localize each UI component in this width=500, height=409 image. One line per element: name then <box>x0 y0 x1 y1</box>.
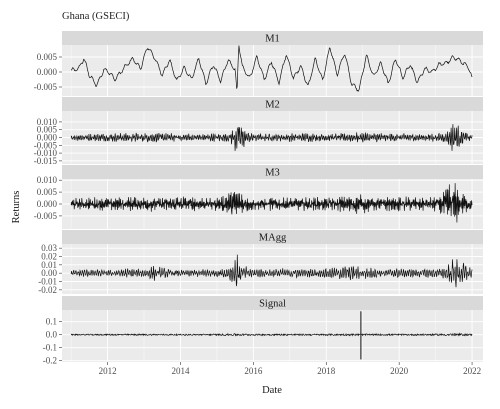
y-tick-label: 0.000 <box>37 133 58 143</box>
facet-strip <box>62 97 483 111</box>
panel-background <box>62 310 483 362</box>
y-tick-label: 0.005 <box>37 52 58 62</box>
y-tick-label: -0.005 <box>34 140 58 150</box>
y-tick-label: -0.02 <box>38 285 57 295</box>
facet-panel-signal: Signal -0.2 -0.1 0.0 0.1 <box>43 296 483 366</box>
y-tick-label: 0.005 <box>37 187 58 197</box>
facet-strip-label: M2 <box>265 100 280 111</box>
x-tick-label: 2012 <box>99 366 117 376</box>
x-tick-label: 2018 <box>317 366 336 376</box>
series-line-m3 <box>70 183 473 223</box>
y-tick-label: -0.005 <box>34 82 58 92</box>
series-line-magg <box>70 254 473 288</box>
facet-panel-m1: M1 -0.005 0.000 0.005 <box>34 31 483 96</box>
y-tick-label: 0.0 <box>46 330 58 340</box>
y-tick-label: 0.000 <box>37 199 58 209</box>
y-tick-label: 0.1 <box>46 317 57 327</box>
x-tick-label: 2020 <box>390 366 409 376</box>
y-axis-title: Returns <box>11 191 22 224</box>
y-tick-label: 0.000 <box>37 67 58 77</box>
series-line-m2 <box>70 124 473 151</box>
y-tick-label: 0.03 <box>41 243 57 253</box>
y-tick-label: 0.010 <box>37 175 58 185</box>
panel-background <box>62 244 483 294</box>
y-tick-label: -0.1 <box>43 343 57 353</box>
facet-panel-magg: MAgg -0.02-0.010.000.010.020.03 <box>38 230 483 295</box>
x-tick-label: 2014 <box>171 366 190 376</box>
facet-strip <box>62 230 483 244</box>
facet-strip <box>62 31 483 45</box>
facet-strip <box>62 296 483 310</box>
y-tick-label: 0.02 <box>41 252 57 262</box>
facet-panels: M1-0.0050.0000.005M2-0.015-0.010-0.0050.… <box>34 31 483 366</box>
y-tick-label: -0.015 <box>34 156 58 166</box>
facet-strip <box>62 165 483 179</box>
y-tick-label: 0.00 <box>41 268 57 278</box>
y-tick-label: -0.005 <box>34 211 58 221</box>
facet-strip-label: MAgg <box>259 233 287 244</box>
x-axis-title: Date <box>262 385 282 396</box>
y-tick-label: 0.005 <box>37 125 58 135</box>
y-tick-label: -0.01 <box>38 277 57 287</box>
y-tick-label: 0.01 <box>41 260 57 270</box>
panel-background <box>62 45 483 96</box>
x-axis: 2012 2014 2016 2018 2020 2022 <box>99 362 481 376</box>
x-tick-label: 2022 <box>463 366 481 376</box>
series-line-signal <box>70 332 473 337</box>
facet-strip-label: M3 <box>265 168 280 179</box>
y-tick-label: -0.2 <box>43 356 57 366</box>
facet-panel-m3: M3 -0.005 0.000 0.005 0.010 <box>34 165 483 229</box>
chart-title: Ghana (GSECI) <box>62 11 130 22</box>
facet-strip-label: M1 <box>265 34 280 45</box>
x-tick-label: 2016 <box>244 366 263 376</box>
series-line-m1 <box>70 45 473 92</box>
y-tick-label: -0.010 <box>34 148 58 158</box>
facet-strip-label: Signal <box>259 299 286 310</box>
y-tick-label: 0.010 <box>37 117 58 127</box>
